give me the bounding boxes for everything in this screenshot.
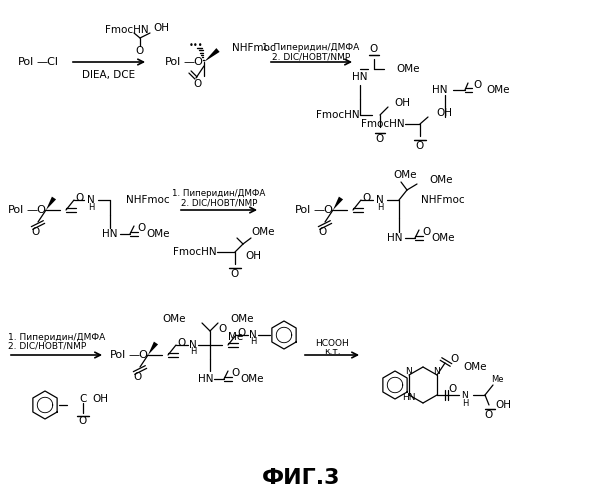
Text: —O: —O xyxy=(313,205,333,215)
Text: NHFmoc: NHFmoc xyxy=(232,43,276,53)
Text: OH: OH xyxy=(92,394,108,404)
Text: C: C xyxy=(79,394,87,404)
Text: HN: HN xyxy=(402,392,416,402)
Text: —Cl: —Cl xyxy=(36,57,58,67)
Text: H: H xyxy=(190,348,196,356)
Text: O: O xyxy=(370,44,378,54)
Text: O: O xyxy=(449,384,457,394)
Text: OMe: OMe xyxy=(486,85,509,95)
Text: OH: OH xyxy=(495,400,511,410)
Text: O: O xyxy=(474,80,482,90)
Polygon shape xyxy=(204,48,220,62)
Text: O: O xyxy=(76,193,84,203)
Text: H: H xyxy=(462,398,468,407)
Text: HCOOH: HCOOH xyxy=(315,338,349,347)
Text: FmocHN: FmocHN xyxy=(105,25,149,35)
Text: O: O xyxy=(416,141,424,151)
Text: O: O xyxy=(363,193,371,203)
Text: HN: HN xyxy=(352,72,368,82)
Text: 1. Пиперидин/ДМФА: 1. Пиперидин/ДМФА xyxy=(8,332,105,342)
Text: O: O xyxy=(32,227,40,237)
Text: O: O xyxy=(138,223,146,233)
Text: OH: OH xyxy=(153,23,169,33)
Text: FmocHN: FmocHN xyxy=(173,247,217,257)
Text: O: O xyxy=(423,227,431,237)
Text: 2. DIC/HOBT/NMP: 2. DIC/HOBT/NMP xyxy=(272,52,350,62)
Text: H: H xyxy=(250,338,256,346)
Text: DIEA, DCE: DIEA, DCE xyxy=(82,70,135,80)
Text: 2. DIC/HOBT/NMP: 2. DIC/HOBT/NMP xyxy=(181,198,257,207)
Text: N: N xyxy=(87,195,95,205)
Text: O: O xyxy=(136,46,144,56)
Text: OH: OH xyxy=(436,108,452,118)
Text: к.т.: к.т. xyxy=(324,348,340,356)
Text: N: N xyxy=(249,330,257,340)
Text: Pol: Pol xyxy=(8,205,24,215)
Text: OMe: OMe xyxy=(431,233,455,243)
Text: O: O xyxy=(231,269,239,279)
Text: O: O xyxy=(79,416,87,426)
Text: O: O xyxy=(194,79,202,89)
Text: N: N xyxy=(462,390,468,400)
Text: O: O xyxy=(232,368,240,378)
Text: —O: —O xyxy=(128,350,148,360)
Text: OMe: OMe xyxy=(163,314,186,324)
Text: Pol: Pol xyxy=(295,205,311,215)
Polygon shape xyxy=(46,196,56,210)
Text: O: O xyxy=(134,372,142,382)
Text: —O: —O xyxy=(26,205,46,215)
Text: 2. DIC/HOBT/NMP: 2. DIC/HOBT/NMP xyxy=(8,342,86,350)
Text: OMe: OMe xyxy=(396,64,420,74)
Text: NHFmoc: NHFmoc xyxy=(126,195,170,205)
Text: 1. Пиперидин/ДМФА: 1. Пиперидин/ДМФА xyxy=(172,190,265,198)
Text: N: N xyxy=(433,366,441,376)
Text: HN: HN xyxy=(198,374,214,384)
Text: O: O xyxy=(178,338,186,348)
Text: 1. Пиперидин/ДМФА: 1. Пиперидин/ДМФА xyxy=(262,44,359,52)
Text: ФИГ.3: ФИГ.3 xyxy=(262,468,340,488)
Polygon shape xyxy=(333,196,343,210)
Text: Pol: Pol xyxy=(110,350,126,360)
Text: O: O xyxy=(451,354,459,364)
Polygon shape xyxy=(148,342,158,355)
Text: Pol: Pol xyxy=(165,57,181,67)
Text: —O: —O xyxy=(183,57,203,67)
Text: OMe: OMe xyxy=(146,229,170,239)
Text: FmocHN: FmocHN xyxy=(361,119,405,129)
Text: N: N xyxy=(406,366,412,376)
Text: FmocHN: FmocHN xyxy=(317,110,360,120)
Text: H: H xyxy=(377,202,383,211)
Text: OMe: OMe xyxy=(429,175,453,185)
Text: HN: HN xyxy=(102,229,118,239)
Text: OMe: OMe xyxy=(393,170,417,180)
Text: O: O xyxy=(218,324,226,334)
Text: O: O xyxy=(319,227,327,237)
Text: HN: HN xyxy=(387,233,403,243)
Text: H: H xyxy=(88,202,94,211)
Text: Pol: Pol xyxy=(18,57,34,67)
Text: OMe: OMe xyxy=(251,227,275,237)
Text: NHFmoc: NHFmoc xyxy=(421,195,465,205)
Text: OMe: OMe xyxy=(230,314,253,324)
Text: HN: HN xyxy=(432,85,448,95)
Text: Me: Me xyxy=(228,332,243,342)
Text: OH: OH xyxy=(394,98,410,108)
Text: OMe: OMe xyxy=(463,362,486,372)
Text: OMe: OMe xyxy=(240,374,264,384)
Text: Me: Me xyxy=(491,374,503,384)
Text: O: O xyxy=(238,328,246,338)
Text: O: O xyxy=(376,134,384,144)
Text: OH: OH xyxy=(245,251,261,261)
Text: N: N xyxy=(376,195,384,205)
Text: O: O xyxy=(485,410,493,420)
Text: •••: ••• xyxy=(188,42,203,50)
Text: N: N xyxy=(189,340,197,350)
